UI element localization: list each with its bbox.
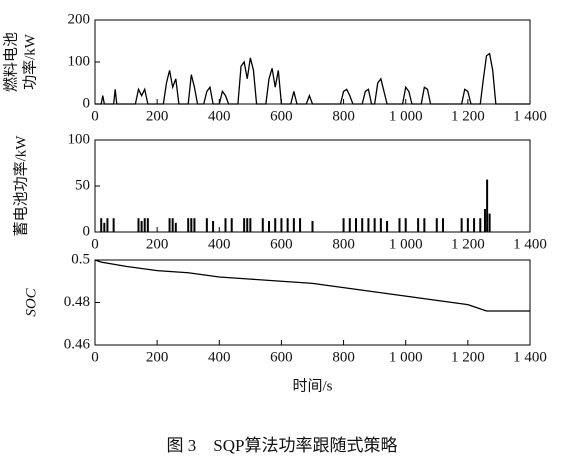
y-tick-label: 200 — [68, 11, 91, 27]
x-tick-label: 200 — [146, 108, 169, 124]
y-tick-label: 100 — [68, 131, 91, 147]
x-tick-label: 400 — [208, 108, 231, 124]
x-tick-label: 0 — [91, 108, 99, 124]
x-tick-label: 400 — [208, 236, 231, 252]
y-tick-label: 0.5 — [71, 251, 90, 267]
y-axis-label: 功率/kW — [21, 33, 38, 90]
y-tick-label: 50 — [75, 177, 90, 193]
x-tick-label: 400 — [208, 349, 231, 365]
x-tick-label: 800 — [332, 108, 355, 124]
plot-frame — [94, 139, 531, 233]
x-tick-label: 600 — [270, 349, 293, 365]
y-tick-label: 0 — [83, 95, 91, 111]
x-tick-label: 600 — [270, 108, 293, 124]
y-tick-label: 0.46 — [64, 336, 91, 352]
plot-frame — [94, 259, 531, 346]
x-tick-label: 1 200 — [451, 108, 485, 124]
x-tick-label: 200 — [146, 236, 169, 252]
x-tick-label: 1 400 — [513, 236, 547, 252]
figure-caption: 图 3 SQP算法功率跟随式策略 — [167, 436, 398, 455]
x-tick-label: 1 000 — [389, 108, 423, 124]
x-tick-label: 800 — [332, 236, 355, 252]
y-tick-label: 100 — [68, 53, 91, 69]
y-axis-label: 燃料电池 — [1, 32, 19, 92]
x-tick-label: 800 — [332, 349, 355, 365]
x-tick-label: 1 400 — [513, 349, 547, 365]
y-axis-label: SOC — [23, 287, 39, 316]
x-tick-label: 600 — [270, 236, 293, 252]
y-tick-label: 0 — [83, 223, 91, 239]
x-tick-label: 0 — [91, 349, 99, 365]
x-tick-label: 1 000 — [389, 349, 423, 365]
x-tick-label: 1 400 — [513, 108, 547, 124]
x-tick-label: 0 — [91, 236, 99, 252]
y-tick-label: 0.48 — [64, 294, 90, 310]
y-axis-label: 蓄电池功率/kW — [12, 135, 29, 237]
x-tick-label: 1 000 — [389, 236, 423, 252]
x-tick-label: 1 200 — [451, 349, 485, 365]
x-axis-label: 时间/s — [292, 377, 332, 394]
x-tick-label: 200 — [146, 349, 169, 365]
data-line — [94, 259, 530, 312]
data-line — [95, 52, 530, 105]
x-tick-label: 1 200 — [451, 236, 485, 252]
